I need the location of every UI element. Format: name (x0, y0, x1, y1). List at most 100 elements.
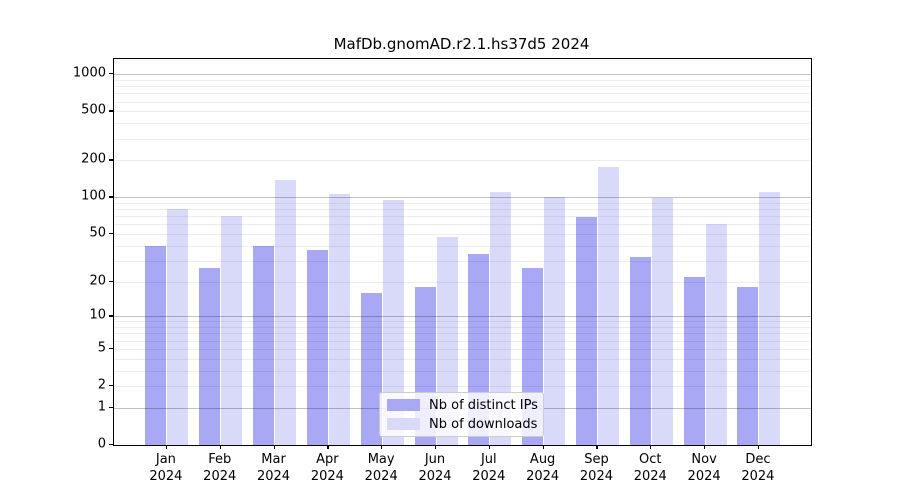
minor-gridline-3 (114, 370, 811, 372)
bar-distinct-ips-dec (737, 287, 759, 445)
y-tick-mark-2 (109, 385, 113, 387)
minor-gridline-300 (114, 138, 811, 140)
minor-gridline-900 (114, 79, 811, 81)
minor-gridline-50 (114, 234, 811, 235)
bar-downloads-nov (705, 223, 727, 445)
x-tick-label-jun: Jun 2024 (418, 452, 452, 484)
y-tick-mark-0 (109, 444, 113, 446)
x-tick-mark-jan (165, 445, 168, 449)
bar-distinct-ips-apr (306, 249, 328, 445)
minor-gridline-7 (114, 333, 811, 335)
bar-distinct-ips-jan (145, 245, 167, 445)
major-gridline-100 (114, 197, 811, 199)
y-tick-mark-10 (109, 315, 113, 317)
y-tick-label-2: 2 (97, 377, 106, 393)
bar-downloads-may (382, 199, 404, 445)
x-tick-label-jul: Jul 2024 (472, 452, 506, 484)
minor-gridline-80 (114, 209, 811, 211)
bar-downloads-dec (759, 191, 781, 445)
minor-gridline-2 (114, 386, 811, 388)
x-tick-label-nov: Nov 2024 (687, 452, 721, 484)
y-tick-mark-100 (109, 196, 113, 198)
x-tick-label-apr: Apr 2024 (310, 452, 344, 484)
plot-area (113, 58, 812, 446)
minor-gridline-60 (114, 224, 811, 226)
x-tick-label-oct: Oct 2024 (633, 452, 667, 484)
bar-distinct-ips-nov (683, 276, 705, 445)
minor-gridline-40 (114, 245, 811, 247)
y-tick-mark-500 (109, 110, 113, 112)
y-tick-label-1000: 1000 (72, 65, 106, 81)
legend-label-downloads: Nb of downloads (429, 416, 538, 432)
bar-downloads-jan (167, 208, 189, 445)
y-tick-label-0: 0 (97, 436, 106, 452)
bar-downloads-mar (275, 180, 297, 445)
minor-gridline-9 (114, 321, 811, 323)
y-tick-label-10: 10 (89, 307, 106, 323)
legend-swatch-distinct-ips (387, 399, 420, 411)
bar-distinct-ips-feb (199, 268, 221, 445)
y-tick-label-5: 5 (97, 340, 106, 356)
y-tick-mark-200 (109, 159, 113, 161)
legend-swatch-downloads (387, 418, 420, 430)
x-tick-mark-jun (435, 445, 437, 449)
bar-downloads-feb (221, 215, 243, 445)
bar-downloads-apr (328, 194, 350, 445)
minor-gridline-8 (114, 327, 811, 329)
x-tick-mark-oct (650, 445, 652, 449)
minor-gridline-500 (114, 111, 811, 113)
bar-downloads-jul (490, 191, 512, 445)
y-tick-label-1: 1 (97, 399, 106, 415)
legend-item-downloads: Nb of downloads (387, 416, 538, 432)
x-tick-mark-nov (704, 445, 706, 449)
major-gridline-10 (114, 316, 811, 318)
x-tick-mark-dec (757, 445, 760, 449)
x-tick-mark-mar (273, 445, 275, 449)
x-tick-label-dec: Dec 2024 (741, 452, 775, 484)
x-tick-mark-aug (542, 445, 544, 449)
bar-downloads-sep (597, 166, 619, 445)
bar-distinct-ips-sep (575, 217, 597, 445)
legend-item-distinct-ips: Nb of distinct IPs (387, 397, 538, 413)
minor-gridline-400 (114, 123, 811, 125)
minor-gridline-20 (114, 281, 811, 283)
y-tick-mark-50 (109, 233, 113, 235)
major-gridline-1000 (114, 74, 811, 76)
x-tick-label-may: May 2024 (364, 452, 398, 484)
minor-gridline-90 (114, 203, 811, 204)
minor-gridline-5 (114, 348, 811, 350)
y-tick-mark-5 (109, 347, 113, 350)
y-tick-label-100: 100 (81, 188, 106, 204)
minor-gridline-700 (114, 93, 811, 95)
bar-downloads-oct (651, 198, 673, 445)
minor-gridline-70 (114, 216, 811, 218)
minor-gridline-6 (114, 340, 811, 342)
minor-gridline-4 (114, 358, 811, 360)
minor-gridline-200 (114, 160, 811, 162)
y-tick-label-500: 500 (81, 102, 106, 118)
x-tick-label-sep: Sep 2024 (579, 452, 613, 484)
legend-label-distinct-ips: Nb of distinct IPs (429, 397, 538, 413)
x-tick-mark-feb (219, 445, 221, 449)
y-tick-label-200: 200 (81, 151, 106, 167)
x-tick-mark-apr (327, 445, 329, 449)
x-tick-label-feb: Feb 2024 (203, 452, 237, 484)
x-tick-mark-may (381, 445, 383, 449)
y-tick-mark-20 (109, 280, 113, 282)
bar-downloads-aug (544, 196, 566, 445)
y-tick-label-20: 20 (89, 273, 106, 289)
bar-distinct-ips-mar (253, 245, 275, 445)
y-tick-mark-1000 (109, 73, 113, 75)
y-tick-label-50: 50 (89, 225, 106, 241)
x-tick-label-mar: Mar 2024 (256, 452, 291, 484)
legend: Nb of distinct IPs Nb of downloads (379, 392, 544, 437)
chart-title: MafDb.gnomAD.r2.1.hs37d5 2024 (333, 35, 590, 53)
minor-gridline-800 (114, 86, 811, 88)
x-tick-label-jan: Jan 2024 (149, 452, 183, 484)
x-tick-label-aug: Aug 2024 (526, 452, 560, 484)
minor-gridline-30 (114, 260, 811, 262)
minor-gridline-600 (114, 101, 811, 103)
bar-distinct-ips-may (360, 293, 382, 445)
bar-distinct-ips-oct (629, 257, 651, 445)
